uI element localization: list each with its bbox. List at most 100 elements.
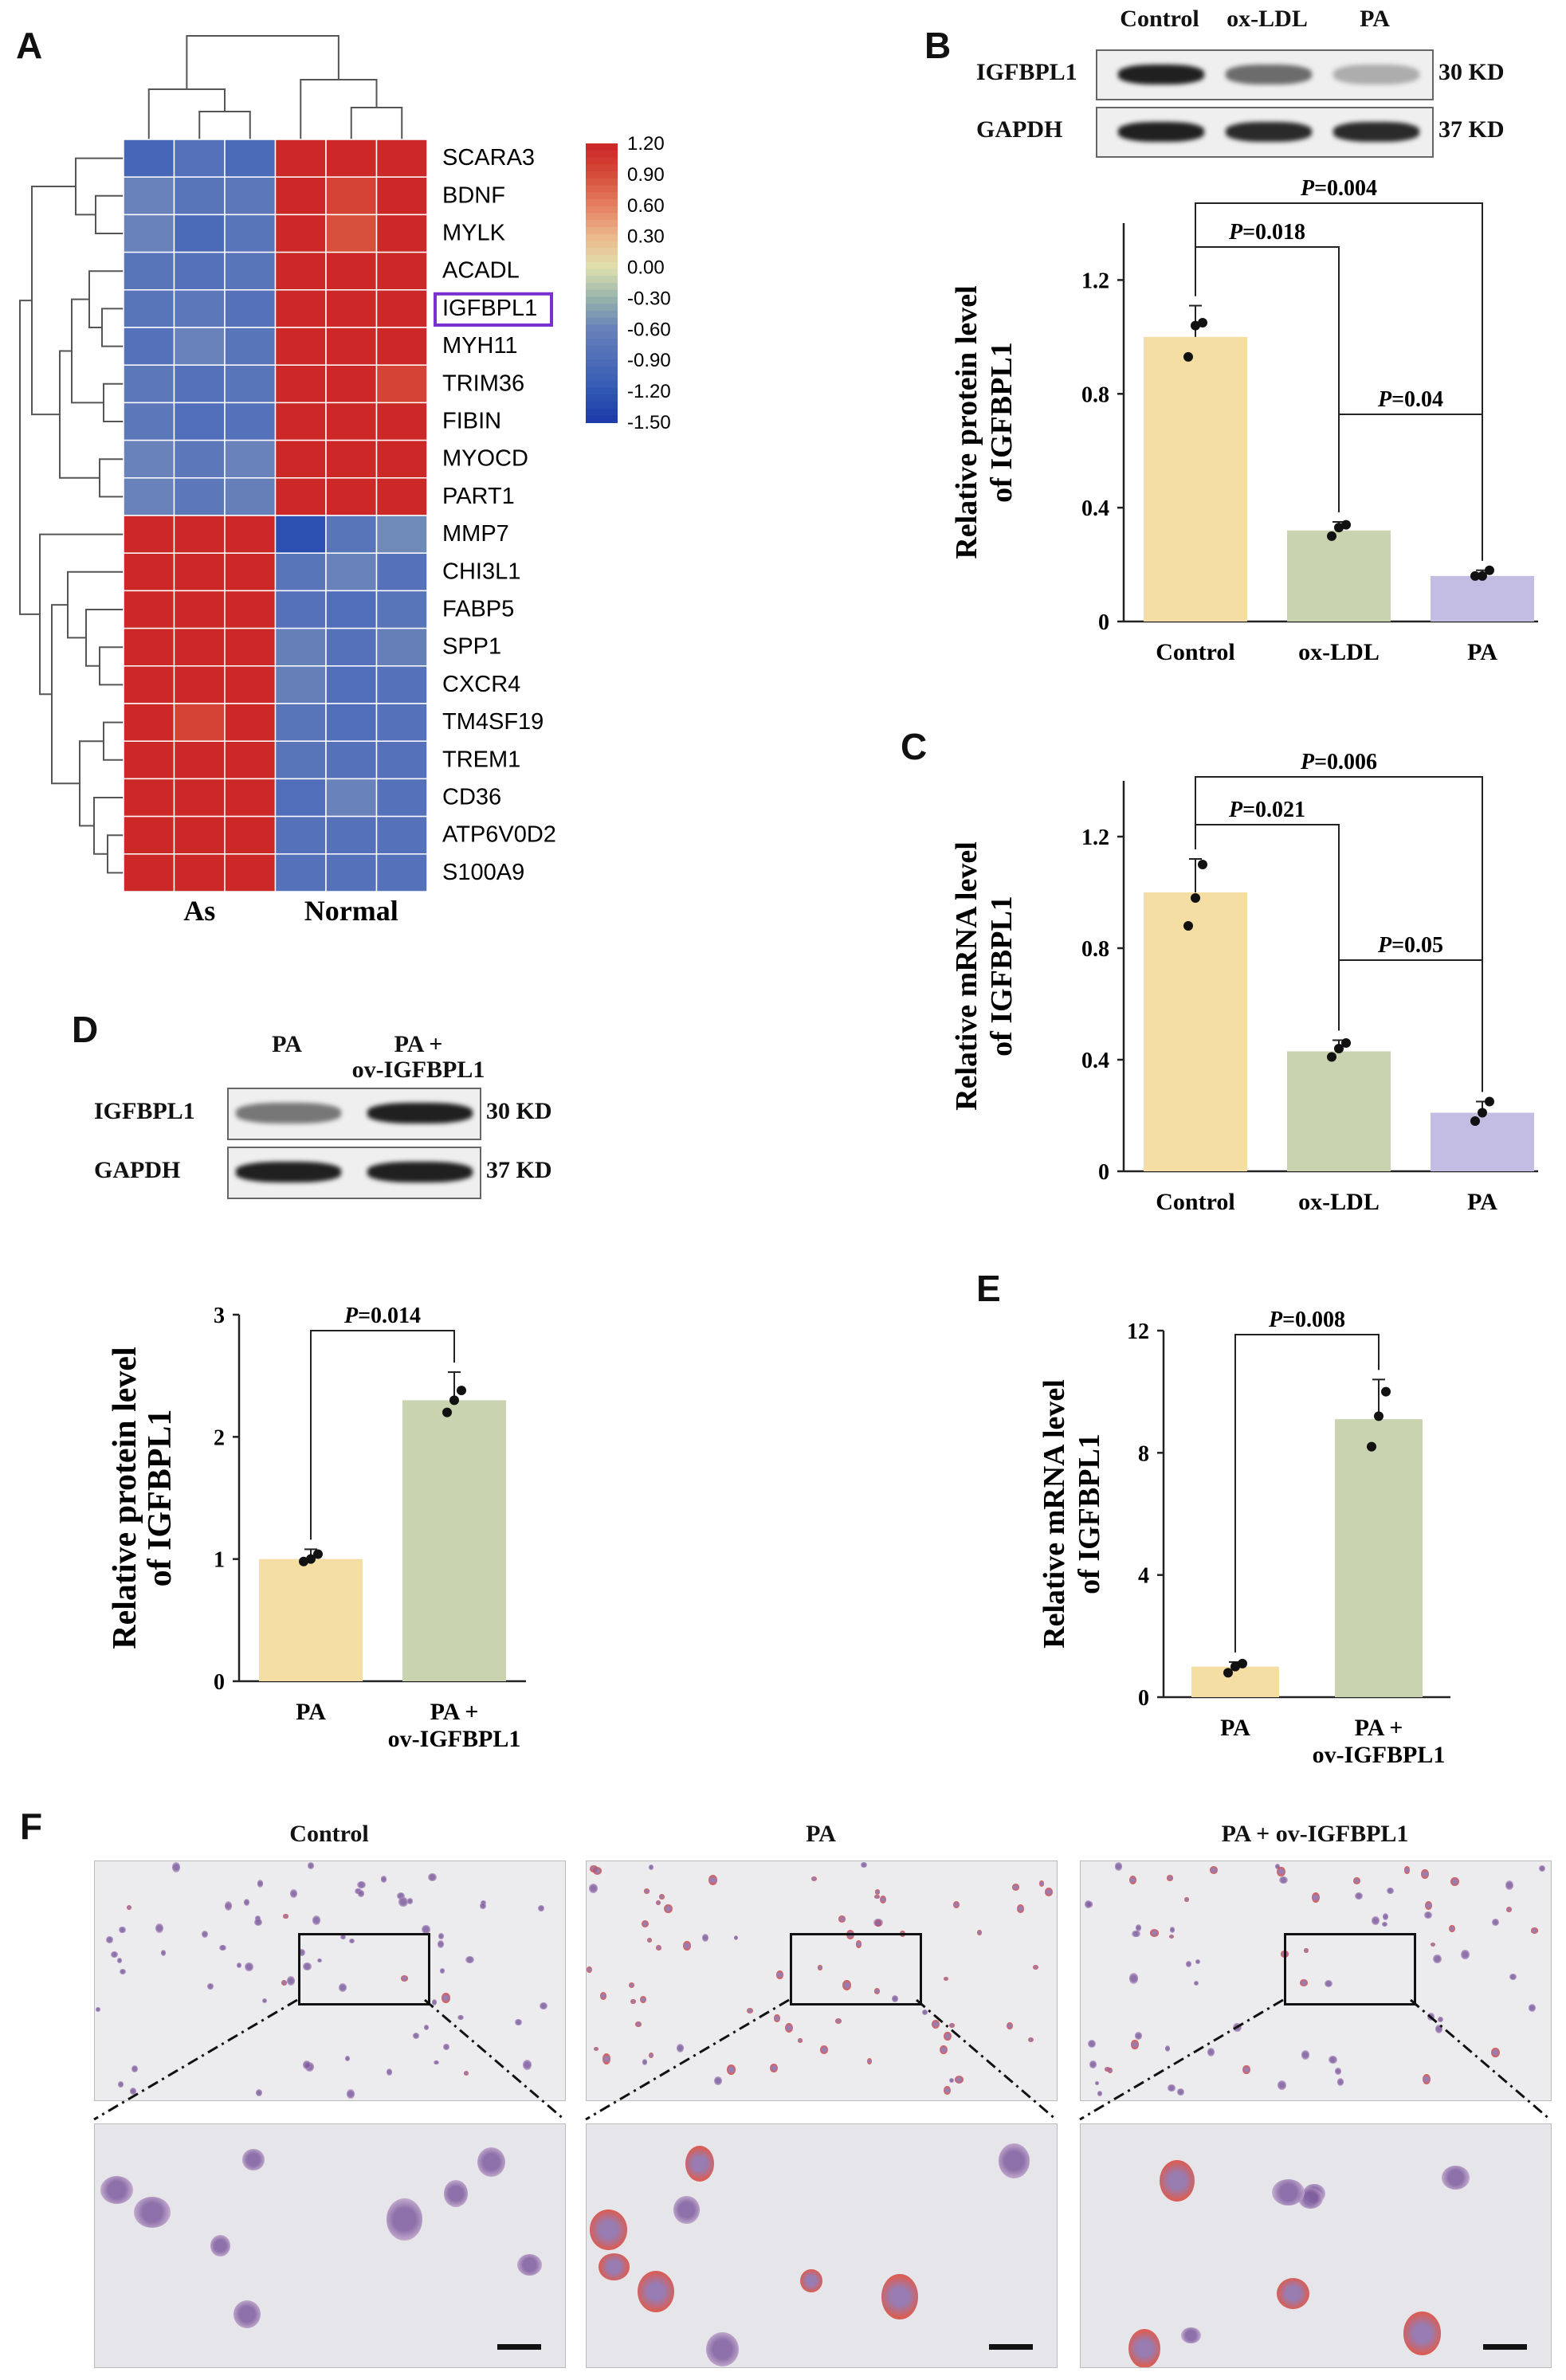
stained-cell xyxy=(413,2033,420,2039)
data-point xyxy=(1381,1386,1391,1397)
blot-row-label: GAPDH xyxy=(94,1157,181,1183)
panel-label-a: A xyxy=(16,25,43,66)
heatmap-cell xyxy=(224,552,277,592)
heatmap-cell xyxy=(325,778,378,818)
blot-row-label: IGFBPL1 xyxy=(976,59,1077,85)
dendrogram-branch xyxy=(350,107,403,139)
dendrogram-branch xyxy=(59,350,100,479)
legend-tick: 1.20 xyxy=(627,133,665,155)
dendrogram-branch xyxy=(19,300,40,615)
stained-cell xyxy=(1207,2048,1215,2057)
scale-bar xyxy=(497,2344,541,2350)
stained-cell xyxy=(1209,1865,1219,1874)
dendrogram-branch xyxy=(103,721,124,761)
bar-chart-c: 0 0.4 0.8 1.2 Relative mRNA level of IGFBPL1 C… xyxy=(950,750,1538,1215)
zoom-region-box xyxy=(1284,1933,1416,2006)
y-tick-label: 0 xyxy=(1098,610,1109,635)
y-tick-label: 1.2 xyxy=(1081,825,1109,850)
blot-strip xyxy=(1096,107,1434,158)
stained-cell xyxy=(587,1966,593,1974)
data-point xyxy=(313,1549,323,1559)
stained-cell xyxy=(1403,1866,1411,1874)
y-tick-label: 0.4 xyxy=(1081,1049,1109,1073)
heatmap-cell xyxy=(123,139,175,178)
heatmap-cell xyxy=(274,402,327,441)
data-point xyxy=(1470,1116,1480,1126)
stained-cell xyxy=(443,2180,468,2207)
gene-label: IGFBPL1 xyxy=(442,296,537,321)
stained-cell xyxy=(1134,2031,1143,2040)
gene-label: TREM1 xyxy=(442,747,520,772)
heatmap-cell xyxy=(375,778,428,818)
stained-cell xyxy=(465,1956,474,1964)
heatmap-cell xyxy=(325,703,378,742)
heatmap-cell xyxy=(173,740,226,780)
stained-cell xyxy=(713,2076,722,2085)
data-point xyxy=(1341,520,1351,530)
y-tick-label: 3 xyxy=(214,1304,225,1328)
heatmap-cell xyxy=(173,853,226,892)
heatmap-cell xyxy=(325,139,378,178)
stained-cell xyxy=(873,1988,881,1994)
legend-tick: 0.90 xyxy=(627,164,665,186)
bar xyxy=(1431,575,1534,621)
stained-cell xyxy=(588,1883,599,1894)
stained-cell xyxy=(1336,2078,1344,2087)
heatmap-cell xyxy=(123,515,175,554)
stained-cell xyxy=(646,1937,652,1943)
stained-cell xyxy=(637,2271,674,2313)
stained-cell xyxy=(1528,2004,1537,2013)
heatmap-cell xyxy=(375,364,428,404)
stained-cell xyxy=(874,1894,881,1900)
zoom-connector xyxy=(93,1998,565,2121)
highlight-box xyxy=(434,292,553,327)
stained-cell xyxy=(302,2060,312,2069)
legend-swatch xyxy=(586,324,618,333)
stained-cell xyxy=(317,1958,323,1962)
heatmap-cell xyxy=(274,251,327,291)
stained-cell xyxy=(428,1872,437,1882)
heatmap-cell xyxy=(123,815,175,855)
y-tick-label: 1.2 xyxy=(1081,269,1109,293)
heatmap-cell xyxy=(123,477,175,516)
stained-cell xyxy=(1505,1906,1512,1912)
x-tick-label: PA xyxy=(1220,1715,1250,1741)
stained-cell xyxy=(1085,1900,1092,1909)
stained-cell xyxy=(1242,2064,1250,2074)
stained-cell xyxy=(1300,1979,1309,1986)
stained-cell xyxy=(243,1898,250,1907)
data-point xyxy=(1478,570,1487,581)
x-tick-label: ov-IGFBPL1 xyxy=(388,1726,521,1752)
heatmap-cell xyxy=(325,627,378,667)
heatmap-cell xyxy=(224,251,277,291)
legend-swatch xyxy=(586,227,618,235)
heatmap-cell xyxy=(274,477,327,516)
blot-column-label: PA + ov-IGFBPL1 xyxy=(351,1031,485,1083)
stained-cell xyxy=(1195,1959,1201,1965)
p-value-label: P=0.006 xyxy=(1300,750,1377,774)
data-point xyxy=(1341,1038,1351,1048)
stained-cell xyxy=(517,2254,543,2276)
legend-swatch xyxy=(586,296,618,305)
gene-label: TM4SF19 xyxy=(442,709,544,735)
y-axis-title: Relative mRNA level xyxy=(1038,1379,1071,1649)
connector-line xyxy=(1410,1998,1551,2121)
stained-cell xyxy=(770,2063,778,2073)
heatmap-cell xyxy=(123,439,175,479)
heatmap-cell xyxy=(325,251,378,291)
significance-annotations: P=0.014 xyxy=(310,1304,455,1540)
heatmap-cell xyxy=(325,289,378,328)
stained-cell xyxy=(1437,2016,1443,2022)
panel-label-c: C xyxy=(901,726,928,767)
dendrogram-branch xyxy=(186,35,339,89)
stained-cell xyxy=(346,2089,355,2100)
gene-label: CD36 xyxy=(442,784,501,810)
stained-cell xyxy=(648,2052,654,2059)
stained-cell xyxy=(1150,1929,1160,1938)
stained-cell xyxy=(655,1900,661,1906)
heatmap-cell xyxy=(123,703,175,742)
dendrogram-branch xyxy=(300,79,378,139)
significance-bracket xyxy=(310,1330,455,1540)
blot-strip xyxy=(1096,49,1434,100)
heatmap-cell xyxy=(325,515,378,554)
